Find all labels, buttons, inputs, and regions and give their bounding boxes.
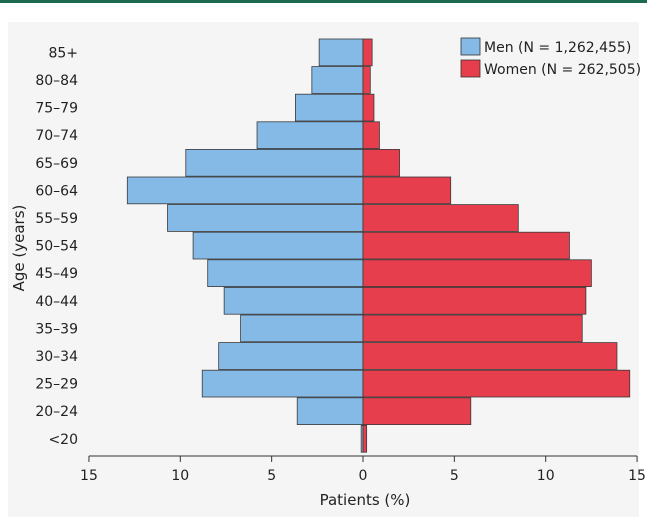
bar-men-7: [192, 231, 364, 260]
x-axis-title: Patients (%): [320, 491, 411, 509]
x-tick-label: 15: [80, 468, 98, 484]
bar-men-2: [295, 93, 364, 122]
bar-women-12: [362, 369, 631, 398]
y-axis-title: Age (years): [10, 205, 28, 292]
y-tick-label: 80–84: [35, 73, 78, 89]
bar-women-4: [362, 148, 400, 177]
x-tick-label: 15: [628, 468, 646, 484]
women-bars: [362, 38, 631, 453]
legend: Men (N = 1,262,455) Women (N = 262,505): [460, 37, 641, 78]
x-tick-label: 5: [267, 468, 276, 484]
bar-women-10: [362, 314, 583, 343]
top-rule: [0, 0, 647, 3]
y-tick-label: 85+: [48, 45, 78, 61]
bar-women-11: [362, 342, 618, 370]
y-tick-label: 75–79: [35, 101, 78, 117]
bar-women-14: [362, 424, 368, 453]
bar-women-3: [362, 121, 380, 150]
y-tick-label: 30–34: [35, 349, 78, 365]
bar-men-10: [240, 314, 364, 343]
y-tick-label: 70–74: [35, 128, 78, 144]
bar-men-5: [126, 176, 364, 205]
bar-men-3: [256, 121, 364, 150]
y-tick-label: 65–69: [35, 156, 78, 172]
y-tick-label: 55–59: [35, 211, 78, 227]
x-tick-label: 10: [171, 468, 189, 484]
bar-women-2: [362, 93, 375, 122]
x-tick-label: 5: [450, 468, 459, 484]
y-tick-label: 45–49: [35, 266, 78, 282]
bar-men-8: [207, 259, 364, 287]
bar-women-5: [362, 176, 452, 205]
bar-men-13: [296, 397, 364, 425]
bar-men-12: [201, 369, 364, 398]
y-tick-label: 20–24: [35, 404, 78, 420]
y-axis-ticks: 85+ 80–84 75–79 70–74 65–69 60–64 55–59 50–54 45…: [35, 45, 78, 447]
bar-women-7: [362, 231, 570, 260]
bar-women-8: [362, 259, 592, 287]
bar-women-13: [362, 397, 472, 425]
x-tick-label: 10: [537, 468, 555, 484]
men-bars: [126, 38, 364, 453]
y-tick-label: 60–64: [35, 183, 78, 199]
bar-men-6: [167, 204, 364, 232]
y-tick-label: 35–39: [35, 321, 78, 337]
legend-label-men: Men (N = 1,262,455): [484, 40, 631, 56]
legend-swatch-women: [460, 59, 481, 78]
bar-women-1: [362, 66, 371, 94]
x-tick-label: 0: [359, 468, 368, 484]
bar-men-0: [318, 38, 364, 67]
y-tick-label: 50–54: [35, 239, 78, 255]
bar-women-0: [362, 38, 373, 67]
y-tick-label: <20: [48, 432, 78, 448]
y-tick-label: 25–29: [35, 377, 78, 393]
bar-men-9: [223, 286, 364, 315]
bar-men-4: [185, 148, 364, 177]
bar-women-6: [362, 204, 519, 232]
bar-women-9: [362, 286, 587, 315]
bar-men-1: [311, 66, 364, 94]
legend-swatch-men: [460, 37, 481, 56]
y-tick-label: 40–44: [35, 294, 78, 310]
legend-label-women: Women (N = 262,505): [484, 62, 641, 78]
bar-men-11: [218, 342, 364, 370]
x-axis: 15 10 5 0 5 10 15: [80, 455, 646, 484]
